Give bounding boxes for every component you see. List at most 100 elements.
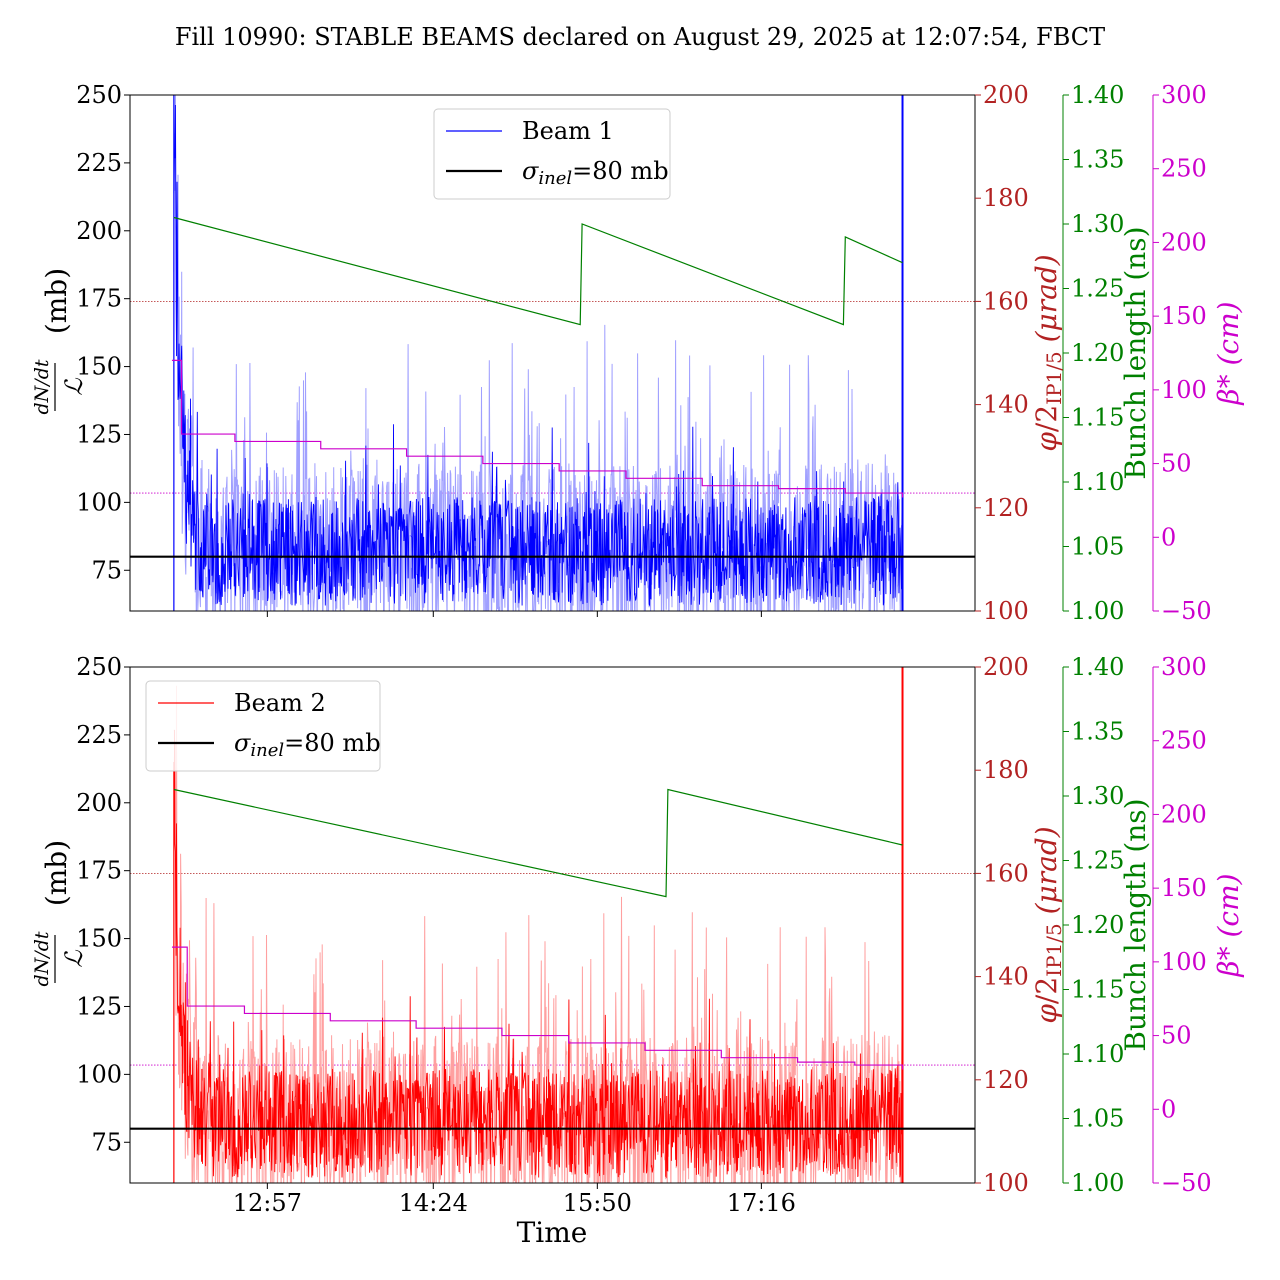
bunch-tick-label: 1.35 <box>1071 718 1124 746</box>
y-tick-label: 75 <box>91 556 122 584</box>
panel-bottom: 75 100 125 150 175 200 225 250 12:57 14:24 15:50 17… <box>31 653 1245 1217</box>
bunch-tick-label: 1.20 <box>1071 339 1124 367</box>
beta-star-line <box>171 946 904 1070</box>
y-tick-label: 225 <box>76 149 122 177</box>
plot-area <box>130 95 975 611</box>
beta-tick-label: 250 <box>1161 727 1207 755</box>
beta-tick-label: 300 <box>1161 81 1207 109</box>
beta-tick-label: 50 <box>1161 1022 1192 1050</box>
beta-axis-label-text: β* (cm) <box>1212 873 1245 977</box>
bunch-tick-label: 1.20 <box>1071 911 1124 939</box>
x-tick-label: 15:50 <box>563 1189 632 1217</box>
y-axis-label: (mb) dN/dt ℒ <box>31 268 88 415</box>
bunch-tick-label: 1.05 <box>1071 1105 1124 1133</box>
y-tick-label: 200 <box>76 789 122 817</box>
phi-tick-label: 160 <box>983 859 1029 887</box>
phi-tick-label: 180 <box>983 184 1029 212</box>
x-tick-label: 14:24 <box>399 1189 468 1217</box>
y-tick-label: 250 <box>76 81 122 109</box>
y-tick-label: 125 <box>76 992 122 1020</box>
y-axis-label: (mb) dN/dt ℒ <box>31 840 88 987</box>
bunch-axis-label: Bunch length (ns) <box>1119 226 1152 479</box>
beta-tick-label: 0 <box>1161 1095 1176 1123</box>
bunch-tick-label: 1.00 <box>1071 1169 1124 1197</box>
phi-axis-label-text: φ/2IP1/5 (μrad) <box>1030 254 1066 451</box>
legend-sigma-label: σinel=80 mb <box>522 157 669 189</box>
beta-tick-label: 100 <box>1161 376 1207 404</box>
beta-tick-label: 200 <box>1161 228 1207 256</box>
beta-tick-label: −50 <box>1161 597 1212 625</box>
y-tick-label: 175 <box>76 285 122 313</box>
beam-signal <box>173 729 903 1179</box>
beta-tick-label: 0 <box>1161 523 1176 551</box>
phi-tick-label: 160 <box>983 287 1029 315</box>
bunch-tick-label: 1.30 <box>1071 782 1124 810</box>
y-tick-label: 75 <box>91 1128 122 1156</box>
x-axis-label: Time <box>517 1216 588 1249</box>
bunch-tick-label: 1.40 <box>1071 653 1124 681</box>
y-axis-denominator: ℒ <box>60 950 88 968</box>
plot-frame <box>129 94 976 612</box>
phi-axis-label: φ/2IP1/5 (μrad) <box>1030 826 1066 1023</box>
beta-tick-label: 250 <box>1161 155 1207 183</box>
phi-tick-label: 100 <box>983 1169 1029 1197</box>
beta-axis-label: β* (cm) <box>1212 873 1245 977</box>
phi-tick-label: 200 <box>983 653 1029 681</box>
legend: Beam 2 σinel=80 mb <box>145 680 381 772</box>
phi-tick-label: 120 <box>983 1066 1029 1094</box>
bunch-tick-label: 1.15 <box>1071 404 1124 432</box>
beta-tick-label: −50 <box>1161 1169 1212 1197</box>
plot-area <box>130 667 975 1183</box>
bunch-axis-label: Bunch length (ns) <box>1119 798 1152 1051</box>
y-tick-label: 150 <box>76 925 122 953</box>
phi-axis-label-text: φ/2IP1/5 (μrad) <box>1030 826 1066 1023</box>
x-tick-label: 12:57 <box>233 1189 302 1217</box>
phi-axis-label: φ/2IP1/5 (μrad) <box>1030 254 1066 451</box>
beta-axis-label: β* (cm) <box>1212 301 1245 405</box>
y-tick-label: 225 <box>76 721 122 749</box>
bunch-tick-label: 1.25 <box>1071 275 1124 303</box>
phi-tick-label: 180 <box>983 756 1029 784</box>
legend-beam-label: Beam 2 <box>234 689 326 717</box>
y-tick-label: 250 <box>76 653 122 681</box>
legend-sigma-label: σinel=80 mb <box>234 729 381 761</box>
beta-axis-label-text: β* (cm) <box>1212 301 1245 405</box>
bunch-tick-label: 1.00 <box>1071 597 1124 625</box>
x-tick-label: 17:16 <box>727 1189 796 1217</box>
y-tick-label: 175 <box>76 857 122 885</box>
beta-tick-label: 200 <box>1161 800 1207 828</box>
bunch-axis-label-text: Bunch length (ns) <box>1119 226 1152 479</box>
phi-tick-label: 140 <box>983 963 1029 991</box>
y-tick-label: 150 <box>76 353 122 381</box>
bunch-length-line <box>173 216 903 326</box>
y-axis-numerator: dN/dt <box>31 359 53 414</box>
bunch-tick-label: 1.40 <box>1071 81 1124 109</box>
beta-tick-label: 300 <box>1161 653 1207 681</box>
beta-tick-label: 150 <box>1161 302 1207 330</box>
legend: Beam 1 σinel=80 mb <box>433 108 671 200</box>
figure-title: Fill 10990: STABLE BEAMS declared on Aug… <box>175 23 1105 51</box>
bunch-tick-label: 1.05 <box>1071 533 1124 561</box>
y-tick-label: 200 <box>76 217 122 245</box>
phi-tick-label: 100 <box>983 597 1029 625</box>
phi-tick-label: 120 <box>983 494 1029 522</box>
beta-tick-label: 50 <box>1161 450 1192 478</box>
y-tick-label: 125 <box>76 420 122 448</box>
bunch-axis-label-text: Bunch length (ns) <box>1119 798 1152 1051</box>
y-axis-numerator: dN/dt <box>31 931 53 986</box>
y-axis-unit: (mb) <box>40 840 73 906</box>
bunch-length-line <box>173 788 903 898</box>
phi-tick-label: 200 <box>983 81 1029 109</box>
bunch-tick-label: 1.10 <box>1071 1040 1124 1068</box>
beta-star-line <box>171 359 904 498</box>
legend-beam-label: Beam 1 <box>522 117 614 145</box>
phi-tick-label: 140 <box>983 391 1029 419</box>
y-tick-label: 100 <box>76 1060 122 1088</box>
bunch-tick-label: 1.10 <box>1071 468 1124 496</box>
beta-tick-label: 100 <box>1161 948 1207 976</box>
beam-signal <box>173 104 903 607</box>
bunch-tick-label: 1.30 <box>1071 210 1124 238</box>
y-tick-label: 100 <box>76 488 122 516</box>
bunch-tick-label: 1.35 <box>1071 146 1124 174</box>
